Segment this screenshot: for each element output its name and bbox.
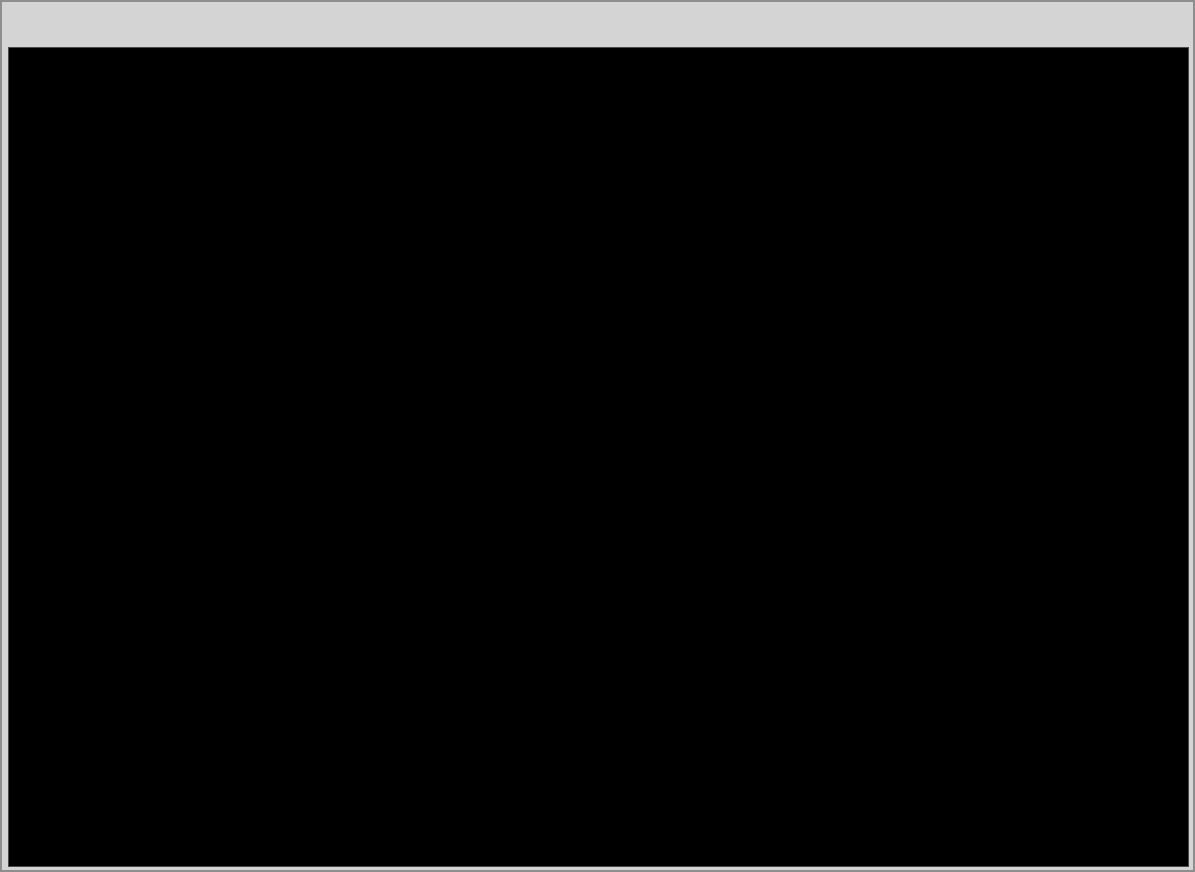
chart-canvas (9, 48, 1188, 866)
geospace-plot (8, 47, 1189, 867)
